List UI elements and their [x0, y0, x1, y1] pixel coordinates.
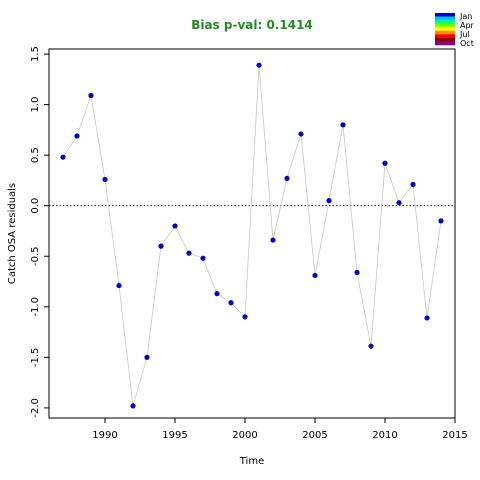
residual-point — [396, 200, 402, 206]
residual-point — [74, 133, 80, 139]
legend-color-swatch — [435, 27, 455, 32]
residual-point — [186, 250, 192, 256]
plot-area — [48, 48, 456, 419]
residual-point — [144, 354, 150, 360]
y-tick-label: 0.5 — [30, 147, 41, 163]
legend-label: Jul — [459, 30, 470, 39]
legend-color-swatch — [435, 16, 455, 21]
legend-label: Oct — [460, 39, 474, 48]
residual-point — [424, 315, 430, 321]
y-axis: -2.0 -1.5 -1.0 -0.5 0.0 0.5 1.0 1.5 — [30, 46, 49, 418]
residual-point — [242, 314, 248, 320]
x-axis: 1990 1995 2000 2005 2010 2015 — [92, 418, 468, 441]
x-tick-label: 2000 — [232, 430, 257, 441]
residual-point — [284, 175, 290, 182]
residual-point — [368, 343, 374, 349]
x-axis-label: Time — [239, 456, 264, 467]
x-tick-label: 2005 — [302, 430, 327, 441]
residual-point — [228, 300, 234, 306]
legend-color-swatch — [435, 30, 455, 35]
x-tick-label: 2015 — [442, 430, 467, 441]
legend-color-swatch — [435, 34, 455, 39]
residual-point — [354, 269, 360, 276]
residual-point — [410, 181, 416, 188]
residual-point — [214, 291, 220, 297]
residual-point — [312, 272, 318, 279]
x-tick-label: 2010 — [372, 430, 397, 441]
residual-point — [102, 176, 108, 183]
residual-point — [158, 243, 164, 249]
residual-point — [200, 255, 206, 261]
residual-point — [438, 218, 444, 224]
residual-point — [172, 223, 178, 229]
legend-label: Apr — [460, 21, 475, 30]
legend-color-swatch — [435, 13, 455, 17]
y-tick-label: 1.0 — [30, 97, 41, 113]
legend-color-swatch — [435, 41, 455, 46]
y-tick-label: -1.5 — [30, 348, 41, 368]
y-axis-label: Catch OSA residuals — [7, 183, 18, 284]
legend-color-swatch — [435, 37, 455, 42]
residual-point — [326, 198, 332, 204]
residual-point — [340, 122, 346, 128]
legend-color-swatch — [435, 23, 455, 28]
y-tick-label: -1.0 — [30, 297, 41, 317]
y-tick-label: -0.5 — [30, 246, 41, 266]
legend-color-swatch — [435, 20, 455, 24]
residual-point — [88, 92, 94, 99]
x-tick-label: 1990 — [92, 430, 117, 441]
y-tick-label: 1.5 — [30, 46, 41, 62]
residual-points — [60, 62, 444, 409]
residual-point — [256, 62, 262, 68]
residual-series-line — [62, 65, 442, 407]
chart-title: Bias p-val: 0.1414 — [191, 18, 313, 32]
residual-point — [298, 131, 304, 137]
y-tick-label: 0.0 — [30, 198, 41, 214]
residual-point — [270, 237, 276, 243]
x-tick-label: 1995 — [162, 430, 187, 441]
legend-label: Jan — [459, 12, 472, 21]
residual-point — [382, 160, 388, 166]
residual-point — [116, 282, 122, 289]
y-tick-label: -2.0 — [30, 398, 41, 418]
residual-point — [130, 403, 136, 409]
residual-point — [60, 154, 66, 160]
